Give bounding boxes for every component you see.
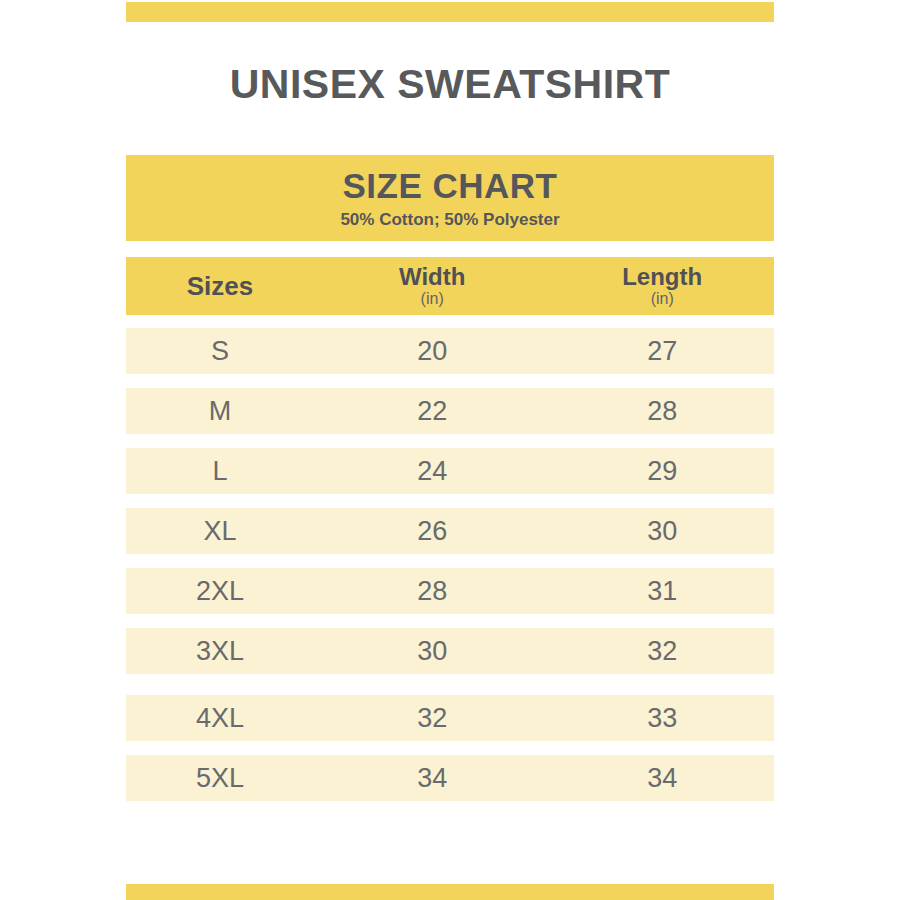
width-cell: 28 xyxy=(314,568,551,614)
column-header-width: Width (in) xyxy=(314,257,551,315)
table-row: L 24 29 xyxy=(126,448,774,494)
width-cell: 30 xyxy=(314,628,551,674)
width-cell: 34 xyxy=(314,755,551,801)
width-cell: 22 xyxy=(314,388,551,434)
size-chart-page: UNISEX SWEATSHIRT SIZE CHART 50% Cotton;… xyxy=(0,0,900,900)
bottom-accent-bar xyxy=(126,884,774,900)
length-cell: 28 xyxy=(550,388,774,434)
page-title: UNISEX SWEATSHIRT xyxy=(0,62,900,106)
length-cell: 32 xyxy=(550,628,774,674)
size-cell: XL xyxy=(126,508,314,554)
banner-title: SIZE CHART xyxy=(343,167,558,205)
width-cell: 20 xyxy=(314,328,551,374)
column-header-sizes-label: Sizes xyxy=(187,273,254,299)
banner-subtitle: 50% Cotton; 50% Polyester xyxy=(340,210,559,230)
length-cell: 34 xyxy=(550,755,774,801)
length-cell: 33 xyxy=(550,695,774,741)
size-cell: L xyxy=(126,448,314,494)
top-accent-bar xyxy=(126,2,774,22)
table-header-row: Sizes Width (in) Length (in) xyxy=(126,257,774,315)
size-cell: 2XL xyxy=(126,568,314,614)
length-cell: 29 xyxy=(550,448,774,494)
size-cell: 3XL xyxy=(126,628,314,674)
table-row: 2XL 28 31 xyxy=(126,568,774,614)
table-row: 4XL 32 33 xyxy=(126,695,774,741)
size-cell: S xyxy=(126,328,314,374)
size-cell: 5XL xyxy=(126,755,314,801)
column-header-length: Length (in) xyxy=(550,257,774,315)
size-table-body: S 20 27 M 22 28 L 24 29 XL 26 30 2XL 28 … xyxy=(126,328,774,801)
length-cell: 30 xyxy=(550,508,774,554)
table-row: M 22 28 xyxy=(126,388,774,434)
table-row: XL 26 30 xyxy=(126,508,774,554)
column-header-sizes: Sizes xyxy=(126,257,314,315)
length-cell: 27 xyxy=(550,328,774,374)
size-chart-banner: SIZE CHART 50% Cotton; 50% Polyester xyxy=(126,155,774,241)
table-row: 5XL 34 34 xyxy=(126,755,774,801)
column-header-width-label: Width xyxy=(399,264,465,290)
width-cell: 26 xyxy=(314,508,551,554)
size-cell: M xyxy=(126,388,314,434)
width-cell: 32 xyxy=(314,695,551,741)
table-row: 3XL 30 32 xyxy=(126,628,774,674)
column-header-length-label: Length xyxy=(622,264,702,290)
table-row: S 20 27 xyxy=(126,328,774,374)
width-cell: 24 xyxy=(314,448,551,494)
column-header-width-unit: (in) xyxy=(421,290,444,308)
size-cell: 4XL xyxy=(126,695,314,741)
column-header-length-unit: (in) xyxy=(651,290,674,308)
length-cell: 31 xyxy=(550,568,774,614)
